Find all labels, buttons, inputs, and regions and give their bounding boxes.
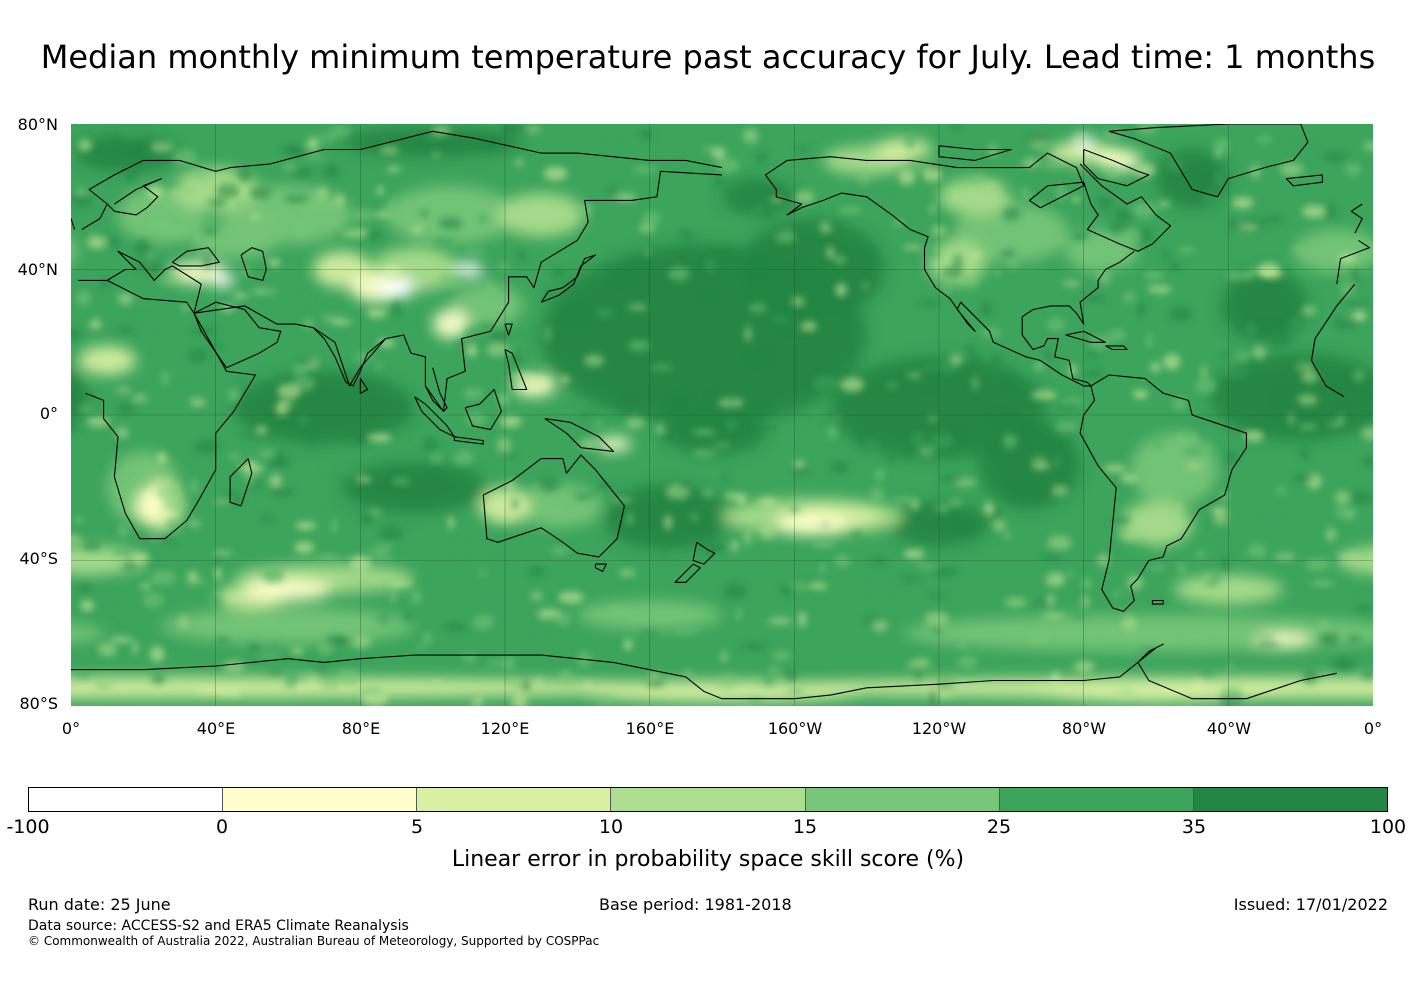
colorbar-segment (805, 788, 1000, 811)
skill-score-map (71, 124, 1373, 706)
map-title: Median monthly minimum temperature past … (40, 38, 1376, 76)
map-canvas (71, 124, 1373, 706)
colorbar-tick: 10 (598, 816, 624, 838)
lon-label-40w: 40°W (1206, 719, 1252, 738)
data-source: Data source: ACCESS-S2 and ERA5 Climate … (28, 918, 409, 934)
lat-label-80n: 80°N (17, 115, 58, 134)
colorbar-tick: -100 (6, 816, 50, 838)
lat-label-80s: 80°S (19, 694, 58, 713)
lat-label-40n: 40°N (17, 260, 58, 279)
colorbar-segment (999, 788, 1194, 811)
lon-label-160w: 160°W (767, 719, 823, 738)
issued-date: Issued: 17/01/2022 (1233, 895, 1388, 914)
coastlines (71, 124, 1370, 700)
lon-label-120w: 120°W (911, 719, 967, 738)
base-period: Base period: 1981-2018 (599, 895, 792, 914)
colorbar-tick: 5 (410, 816, 424, 838)
colorbar-segment (417, 788, 612, 811)
colorbar-tick: 35 (1181, 816, 1207, 838)
colorbar-tick: 0 (215, 816, 229, 838)
lon-label-80w: 80°W (1061, 719, 1107, 738)
colorbar-tick: 100 (1369, 816, 1407, 838)
colorbar-label: Linear error in probability space skill … (451, 847, 965, 872)
colorbar-tick: 15 (792, 816, 818, 838)
lon-label-120e: 120°E (480, 719, 530, 738)
map-gridlines (71, 124, 1373, 706)
lat-label-40s: 40°S (19, 549, 58, 568)
lon-label-0-east: 0° (1363, 719, 1383, 738)
lon-label-40e: 40°E (196, 719, 236, 738)
lon-label-160e: 160°E (625, 719, 675, 738)
lon-label-80e: 80°E (341, 719, 381, 738)
colorbar-segment (1193, 788, 1387, 811)
copyright: © Commonwealth of Australia 2022, Austra… (28, 934, 600, 948)
colorbar-segment (611, 788, 806, 811)
colorbar-segment (29, 788, 224, 811)
run-date: Run date: 25 June (28, 895, 171, 914)
colorbar (28, 787, 1388, 812)
colorbar-tick: 25 (986, 816, 1012, 838)
lon-label-0-west: 0° (61, 719, 81, 738)
colorbar-segment (223, 788, 418, 811)
lat-label-0: 0° (39, 404, 58, 423)
